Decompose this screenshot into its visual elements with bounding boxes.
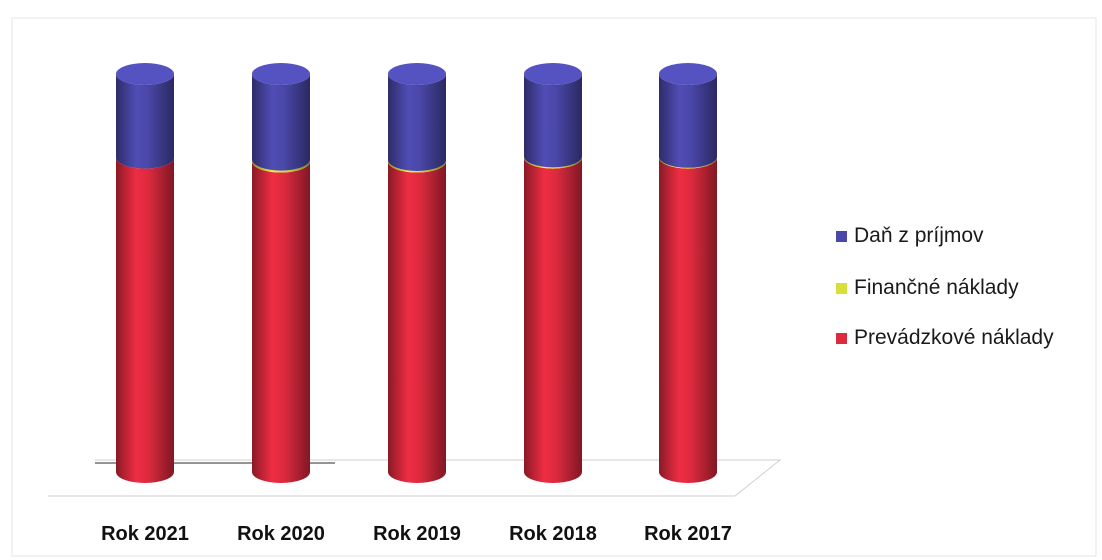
x-tick-label: Rok 2018 [509, 523, 597, 545]
bar-group [116, 63, 717, 483]
cylinder-rok-2017 [659, 63, 717, 483]
x-tick-label: Rok 2021 [101, 523, 189, 545]
segment-prevádzkové-náklady [116, 157, 174, 483]
x-tick-label: Rok 2019 [373, 523, 461, 545]
legend-item-financne-naklady: Finančné náklady [836, 274, 1096, 302]
segment-prevádzkové-náklady [524, 157, 582, 483]
cylinder-top-cap [524, 63, 582, 85]
cylinder-top-cap [388, 63, 446, 85]
cylinder-top-cap [659, 63, 717, 85]
x-axis-tick-labels: Rok 2021 Rok 2020 Rok 2019 Rok 2018 Rok 2017 [101, 523, 732, 545]
cylinder-rok-2021 [116, 63, 174, 483]
segment-finančné-náklady [252, 159, 310, 173]
cylinder-top-cap [252, 63, 310, 85]
legend-item-dan-z-prijmov: Daň z príjmov [836, 222, 1096, 250]
segment-prevádzkové-náklady [388, 161, 446, 483]
legend-label-prevadzkove: Prevádzkové náklady [854, 326, 1054, 349]
segment-prevádzkové-náklady [252, 161, 310, 483]
chart-border [11, 17, 1097, 557]
legend-label-dan: Daň z príjmov [854, 224, 984, 247]
segment-prevádzkové-náklady [659, 157, 717, 483]
legend: Daň z príjmov Finančné náklady Prevádzko… [836, 222, 1096, 376]
legend-item-prevadzkove-naklady: Prevádzkové náklady [836, 324, 1096, 352]
cylinder-rok-2020 [252, 63, 310, 483]
x-tick-label: Rok 2017 [644, 523, 732, 545]
segment-daň-z-príjmov [116, 74, 174, 169]
cylinder-rok-2018 [524, 63, 582, 483]
segment-daň-z-príjmov [252, 74, 310, 171]
segment-daň-z-príjmov [659, 74, 717, 168]
legend-swatch-dan [836, 230, 847, 242]
segment-daň-z-príjmov [388, 74, 446, 171]
cylinder-top-cap [116, 63, 174, 85]
legend-swatch-prevadzkove [836, 332, 847, 344]
x-tick-label: Rok 2020 [237, 523, 325, 545]
legend-swatch-financne [836, 282, 847, 294]
legend-label-financne: Finančné náklady [854, 276, 1019, 299]
cylinder-rok-2019 [388, 63, 446, 483]
segment-daň-z-príjmov [524, 74, 582, 168]
